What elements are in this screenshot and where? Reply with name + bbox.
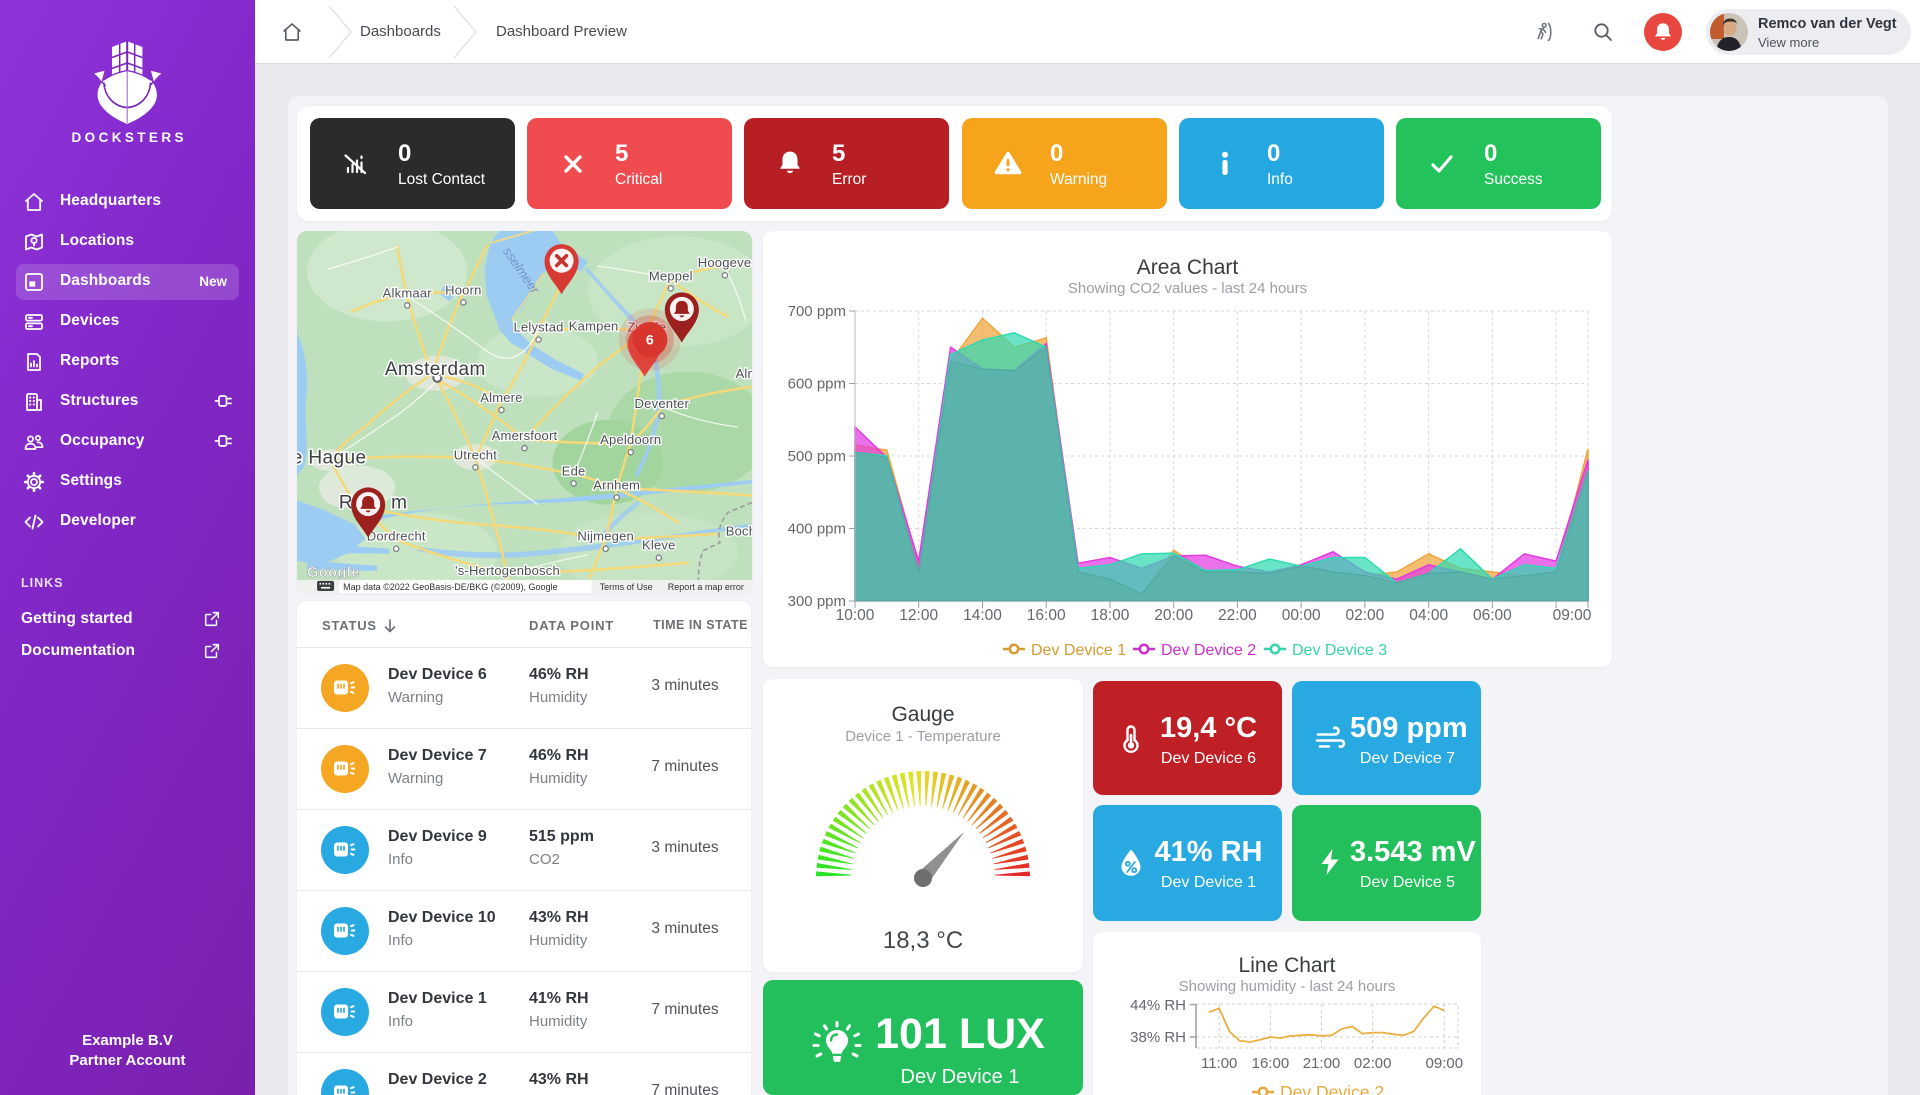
svg-text:00:00: 00:00 — [1282, 607, 1321, 624]
svg-text:Kleve: Kleve — [642, 538, 676, 553]
svg-text:Dordrecht: Dordrecht — [367, 529, 426, 544]
svg-text:02:00: 02:00 — [1354, 1055, 1392, 1072]
svg-text:m: m — [391, 493, 407, 514]
svg-text:Utrecht: Utrecht — [454, 447, 498, 462]
svg-text:Almere: Almere — [480, 390, 522, 405]
svg-text:Apeldoorn: Apeldoorn — [600, 432, 661, 447]
svg-text:600 ppm: 600 ppm — [788, 376, 846, 393]
svg-text:06:00: 06:00 — [1473, 607, 1512, 624]
svg-text:Boch: Boch — [726, 524, 752, 539]
svg-text:Kampen: Kampen — [569, 319, 619, 334]
svg-text:Google: Google — [307, 565, 360, 581]
svg-text:02:00: 02:00 — [1346, 607, 1385, 624]
svg-text:Alkmaar: Alkmaar — [383, 285, 433, 300]
svg-text:21:00: 21:00 — [1303, 1055, 1341, 1072]
svg-text:18:00: 18:00 — [1091, 607, 1130, 624]
svg-text:500 ppm: 500 ppm — [788, 448, 846, 465]
svg-text:Dev Device 3: Dev Device 3 — [1292, 642, 1387, 659]
svg-text:700 ppm: 700 ppm — [788, 303, 846, 320]
svg-text:44% RH: 44% RH — [1130, 997, 1186, 1014]
svg-text:Hoorn: Hoorn — [445, 282, 481, 297]
svg-text:Meppel: Meppel — [649, 268, 693, 283]
svg-text:Amsterdam: Amsterdam — [385, 359, 486, 380]
svg-text:Arnhem: Arnhem — [593, 477, 640, 492]
svg-text:Terms of Use: Terms of Use — [600, 582, 653, 592]
svg-text:16:00: 16:00 — [1027, 607, 1066, 624]
svg-text:Map data ©2022 GeoBasis-DE/BKG: Map data ©2022 GeoBasis-DE/BKG (©2009), … — [343, 582, 557, 592]
svg-text:'s-Hertogenbosch: 's-Hertogenbosch — [455, 563, 560, 578]
svg-text:Amersfoort: Amersfoort — [492, 428, 558, 443]
svg-text:16:00: 16:00 — [1252, 1055, 1290, 1072]
svg-text:22:00: 22:00 — [1218, 607, 1257, 624]
svg-text:14:00: 14:00 — [963, 607, 1002, 624]
svg-text:Lelystad: Lelystad — [513, 320, 563, 335]
svg-text:Nijmegen: Nijmegen — [577, 529, 634, 544]
svg-text:Report a map error: Report a map error — [668, 582, 744, 592]
svg-text:Alm: Alm — [735, 366, 752, 381]
svg-text:12:00: 12:00 — [899, 607, 938, 624]
svg-text:09:00: 09:00 — [1553, 607, 1592, 624]
svg-text:6: 6 — [646, 332, 654, 348]
svg-text:Hoogeveen: Hoogeveen — [698, 255, 752, 270]
svg-text:09:00: 09:00 — [1426, 1055, 1464, 1072]
svg-text:400 ppm: 400 ppm — [788, 521, 846, 538]
svg-text:11:00: 11:00 — [1201, 1055, 1237, 1072]
svg-text:Dev Device 1: Dev Device 1 — [1031, 642, 1126, 659]
svg-text:Deventer: Deventer — [635, 396, 690, 411]
svg-text:04:00: 04:00 — [1409, 607, 1448, 624]
svg-text:Ede: Ede — [562, 463, 586, 478]
svg-text:38% RH: 38% RH — [1130, 1029, 1186, 1046]
svg-text:10:00: 10:00 — [836, 607, 875, 624]
svg-text:Dev Device 2: Dev Device 2 — [1280, 1082, 1384, 1095]
svg-text:20:00: 20:00 — [1154, 607, 1193, 624]
svg-text:Dev Device 2: Dev Device 2 — [1161, 642, 1256, 659]
svg-text:300 ppm: 300 ppm — [788, 593, 846, 610]
svg-text:e Hague: e Hague — [297, 447, 366, 468]
